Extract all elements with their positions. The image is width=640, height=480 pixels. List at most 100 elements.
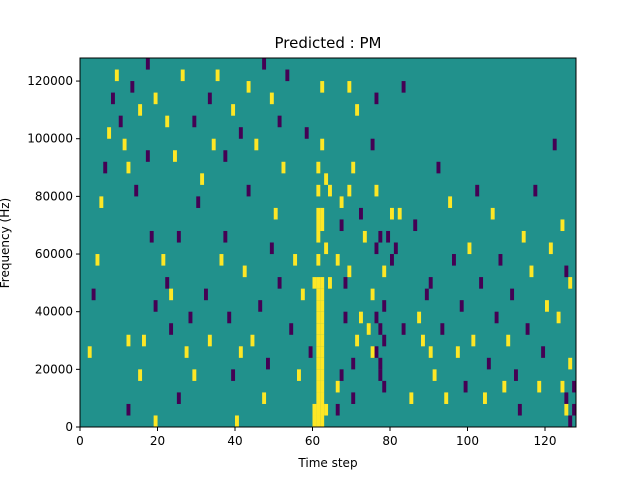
- heatmap-cell: [176, 230, 181, 243]
- heatmap-cell: [401, 323, 406, 335]
- heatmap-cell: [320, 380, 325, 393]
- heatmap-cell: [452, 254, 456, 266]
- heatmap-cell: [308, 346, 313, 358]
- heatmap-cell: [359, 311, 363, 324]
- y-axis-label: Frequency (Hz): [0, 198, 12, 289]
- heatmap-cell: [316, 277, 321, 289]
- heatmap-cell: [107, 127, 112, 139]
- heatmap-cell: [277, 115, 282, 128]
- heatmap-cell: [320, 334, 325, 347]
- heatmap-cell: [459, 300, 464, 312]
- heatmap-cell: [521, 230, 526, 243]
- heatmap-cell: [297, 369, 301, 381]
- heatmap-cell: [560, 219, 565, 232]
- heatmap-cell: [537, 380, 542, 393]
- heatmap-cell: [475, 184, 480, 197]
- heatmap-cell: [502, 380, 507, 393]
- heatmap-cell: [362, 230, 367, 243]
- heatmap-cell: [312, 415, 317, 428]
- heatmap-cell: [223, 230, 228, 243]
- heatmap-cell: [390, 254, 394, 266]
- heatmap-cell: [320, 346, 325, 358]
- x-axis: 0 20 40 60 80 100 120: [76, 427, 556, 448]
- heatmap-cell: [316, 219, 321, 232]
- heatmap-cell: [436, 161, 441, 174]
- y-tick-label: 120000: [27, 74, 73, 88]
- heatmap-cell: [316, 380, 321, 393]
- heatmap-cell: [374, 92, 379, 105]
- heatmap-cell: [316, 184, 321, 197]
- heatmap-cell: [455, 346, 460, 358]
- x-tick-label: 80: [382, 434, 397, 448]
- y-tick-label: 0: [65, 420, 73, 434]
- heatmap-cell: [498, 254, 503, 266]
- heatmap-cell: [169, 323, 174, 335]
- heatmap-cell: [300, 288, 305, 301]
- heatmap-cell: [165, 277, 170, 289]
- heatmap-cell: [215, 69, 220, 82]
- heatmap-cell: [366, 323, 371, 335]
- heatmap-cell: [207, 334, 212, 347]
- heatmap-cell: [382, 380, 387, 393]
- heatmap-cell: [421, 334, 425, 347]
- heatmap-cell: [564, 392, 569, 404]
- heatmap-cell: [370, 346, 375, 358]
- y-tick-label: 40000: [35, 305, 73, 319]
- heatmap-cell: [328, 277, 332, 289]
- heatmap-cell: [316, 300, 321, 312]
- heatmap-cell: [231, 104, 236, 116]
- heatmap-cell: [200, 173, 205, 185]
- heatmap-cell: [347, 265, 352, 278]
- heatmap-cell: [142, 334, 146, 347]
- y-tick-label: 80000: [35, 189, 73, 203]
- heatmap-cell: [510, 288, 515, 301]
- heatmap-cell: [235, 415, 239, 428]
- heatmap-cell: [196, 196, 201, 208]
- heatmap-cell: [316, 323, 321, 335]
- heatmap-cell: [316, 288, 321, 301]
- heatmap-cell: [316, 161, 321, 174]
- heatmap-cell: [347, 81, 352, 93]
- heatmap-cell: [227, 311, 232, 324]
- x-tick-label: 60: [305, 434, 320, 448]
- x-tick-label: 120: [534, 434, 557, 448]
- heatmap-cell: [335, 254, 340, 266]
- heatmap-cell: [545, 300, 549, 312]
- heatmap-cell: [494, 311, 499, 324]
- heatmap-cell: [343, 277, 348, 289]
- heatmap-cell: [374, 242, 379, 255]
- heatmap-cell: [568, 277, 573, 289]
- heatmap-cell: [231, 369, 236, 381]
- heatmap-cell: [378, 230, 383, 243]
- heatmap-cell: [324, 403, 329, 416]
- chart-title: Predicted : PM: [275, 34, 382, 52]
- heatmap-cell: [428, 277, 433, 289]
- heatmap-cell: [324, 242, 329, 255]
- heatmap-cell: [552, 138, 557, 151]
- heatmap-cell: [207, 92, 212, 105]
- heatmap-cell: [382, 334, 387, 347]
- heatmap-cell: [386, 230, 391, 243]
- heatmap-cell: [409, 392, 414, 404]
- heatmap-cell: [320, 219, 325, 232]
- heatmap-cell: [122, 138, 127, 151]
- heatmap-cell: [304, 127, 309, 139]
- heatmap-cell: [374, 311, 379, 324]
- heatmap-cell: [440, 323, 445, 335]
- heatmap-cell: [153, 92, 158, 105]
- heatmap-cell: [564, 265, 569, 278]
- heatmap-cell: [246, 184, 251, 197]
- heatmap-cell: [223, 150, 228, 162]
- heatmap-cell: [316, 334, 321, 347]
- heatmap-cell: [320, 392, 325, 404]
- heatmap-cell: [114, 69, 119, 82]
- heatmap-cell: [378, 369, 383, 381]
- heatmap-cell: [444, 392, 449, 404]
- heatmap-cell: [529, 265, 534, 278]
- heatmap-cell: [176, 392, 181, 404]
- heatmap-cell: [192, 369, 197, 381]
- heatmap-cell: [374, 184, 379, 197]
- heatmap-cell: [316, 346, 321, 358]
- heatmap-cell: [335, 403, 340, 416]
